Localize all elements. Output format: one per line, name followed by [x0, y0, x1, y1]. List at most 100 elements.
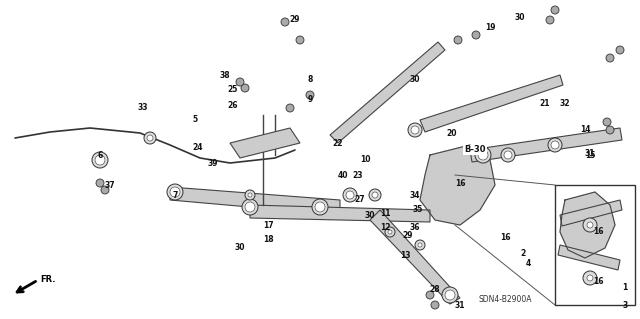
- Text: 22: 22: [333, 138, 343, 147]
- Circle shape: [369, 189, 381, 201]
- Text: 11: 11: [380, 209, 390, 218]
- Text: 1: 1: [622, 284, 628, 293]
- Circle shape: [144, 132, 156, 144]
- Circle shape: [501, 148, 515, 162]
- Text: 16: 16: [593, 278, 604, 286]
- Text: 30: 30: [410, 76, 420, 85]
- Polygon shape: [420, 145, 495, 225]
- Text: 39: 39: [208, 159, 218, 167]
- Circle shape: [475, 147, 491, 163]
- Text: FR.: FR.: [40, 276, 56, 285]
- Text: 2: 2: [520, 249, 525, 257]
- Circle shape: [286, 104, 294, 112]
- Text: 30: 30: [365, 211, 375, 219]
- Text: 34: 34: [410, 190, 420, 199]
- Circle shape: [245, 202, 255, 212]
- Circle shape: [167, 184, 183, 200]
- Circle shape: [306, 91, 314, 99]
- Circle shape: [385, 227, 395, 237]
- Circle shape: [603, 118, 611, 126]
- Circle shape: [583, 218, 597, 232]
- Circle shape: [415, 240, 425, 250]
- Circle shape: [583, 271, 597, 285]
- Text: 24: 24: [193, 144, 204, 152]
- Text: 12: 12: [380, 224, 390, 233]
- Text: 25: 25: [228, 85, 238, 94]
- Text: 4: 4: [525, 258, 531, 268]
- Text: 32: 32: [560, 99, 570, 108]
- Text: 5: 5: [193, 115, 198, 124]
- Circle shape: [248, 193, 252, 197]
- Circle shape: [426, 291, 434, 299]
- Text: 20: 20: [447, 129, 457, 137]
- Circle shape: [372, 192, 378, 198]
- Polygon shape: [250, 205, 430, 222]
- Text: 28: 28: [429, 286, 440, 294]
- Polygon shape: [370, 210, 460, 304]
- Text: 30: 30: [235, 243, 245, 253]
- Text: 23: 23: [353, 170, 364, 180]
- Circle shape: [346, 191, 354, 199]
- Text: 21: 21: [540, 99, 550, 108]
- Polygon shape: [560, 192, 615, 258]
- Circle shape: [431, 301, 439, 309]
- Text: 16: 16: [500, 234, 510, 242]
- Text: 7: 7: [172, 190, 178, 199]
- Text: 31: 31: [585, 149, 595, 158]
- Text: 33: 33: [138, 103, 148, 113]
- Circle shape: [245, 190, 255, 200]
- Circle shape: [236, 78, 244, 86]
- Text: 10: 10: [360, 155, 371, 165]
- Circle shape: [408, 123, 422, 137]
- Text: 16: 16: [455, 179, 465, 188]
- Text: 38: 38: [220, 71, 230, 80]
- Text: 35: 35: [413, 205, 423, 214]
- Text: SDN4-B2900A: SDN4-B2900A: [478, 295, 532, 305]
- Circle shape: [587, 275, 593, 281]
- Text: 26: 26: [228, 101, 238, 110]
- Text: 17: 17: [262, 220, 273, 229]
- Circle shape: [551, 141, 559, 149]
- Circle shape: [296, 36, 304, 44]
- Text: 29: 29: [403, 231, 413, 240]
- Circle shape: [548, 138, 562, 152]
- Circle shape: [504, 151, 512, 159]
- Polygon shape: [420, 75, 563, 132]
- Text: 19: 19: [484, 24, 495, 33]
- Text: 14: 14: [580, 125, 590, 135]
- Text: 9: 9: [307, 95, 312, 105]
- Text: 6: 6: [97, 151, 102, 160]
- Circle shape: [454, 36, 462, 44]
- Circle shape: [616, 46, 624, 54]
- Polygon shape: [470, 128, 622, 162]
- Circle shape: [95, 155, 105, 165]
- Circle shape: [101, 186, 109, 194]
- Circle shape: [551, 6, 559, 14]
- Polygon shape: [560, 200, 622, 226]
- Polygon shape: [330, 42, 445, 143]
- Text: 29: 29: [290, 16, 300, 25]
- Circle shape: [418, 243, 422, 247]
- Circle shape: [92, 152, 108, 168]
- Text: 37: 37: [105, 181, 115, 189]
- Circle shape: [606, 126, 614, 134]
- Circle shape: [472, 31, 480, 39]
- Circle shape: [312, 199, 328, 215]
- Text: 3: 3: [622, 300, 628, 309]
- Text: 8: 8: [307, 76, 313, 85]
- Circle shape: [587, 222, 593, 228]
- Text: 27: 27: [355, 196, 365, 204]
- Circle shape: [242, 199, 258, 215]
- Text: 13: 13: [400, 250, 410, 259]
- Text: 18: 18: [262, 235, 273, 244]
- Circle shape: [343, 188, 357, 202]
- Text: 15: 15: [585, 151, 595, 160]
- Polygon shape: [170, 187, 340, 215]
- Polygon shape: [230, 128, 300, 158]
- Text: 40: 40: [338, 170, 348, 180]
- Circle shape: [606, 54, 614, 62]
- Circle shape: [411, 126, 419, 134]
- Circle shape: [96, 179, 104, 187]
- Circle shape: [147, 135, 153, 141]
- Circle shape: [241, 84, 249, 92]
